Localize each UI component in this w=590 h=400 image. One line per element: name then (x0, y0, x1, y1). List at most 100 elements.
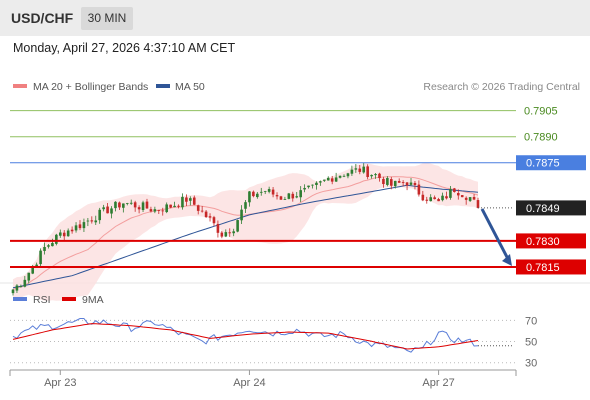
candle-body (259, 191, 263, 193)
candle-body (173, 205, 176, 208)
ma50-legend-label: MA 50 (175, 81, 205, 93)
target-level-label: 0.7905 (524, 106, 558, 118)
candle-body (275, 195, 279, 197)
rsi-line (12, 318, 479, 353)
candle-body (354, 168, 358, 170)
candle-body (27, 272, 31, 281)
candle-body (232, 231, 235, 234)
candle-body (393, 180, 397, 187)
candle-body (74, 225, 78, 231)
candle-body (228, 232, 232, 234)
rsi-legend-label: RSI (33, 294, 51, 306)
rsi-tick-label: 30 (525, 358, 537, 370)
forecast-arrow-shaft (480, 208, 511, 262)
bollinger-band (13, 162, 478, 301)
candle-body (165, 204, 168, 213)
candle-body (382, 178, 385, 185)
candle-body (196, 205, 200, 211)
candle-body (98, 209, 101, 221)
candle-body (315, 182, 318, 185)
rsi-plot-area: 70 50 30 (10, 315, 537, 370)
candle-body (161, 210, 165, 212)
candle-body (114, 201, 117, 209)
last-price-label: 0.7849 (526, 203, 560, 215)
candle-body (350, 169, 354, 174)
candle-body (244, 202, 247, 209)
ma20-line (12, 176, 479, 291)
candle-body (106, 206, 109, 214)
candle-body (291, 193, 295, 199)
candle-body (43, 247, 46, 251)
candle-body (39, 250, 42, 265)
candle-body (216, 224, 220, 233)
candle-body (299, 190, 302, 198)
candle-body (409, 182, 413, 185)
candle-body (456, 192, 460, 196)
resistance-level-tag (516, 155, 586, 171)
candle-body (338, 175, 342, 178)
candle-body (185, 197, 188, 202)
candle-body (62, 232, 66, 237)
candle-body (55, 234, 58, 244)
candle-body (326, 177, 330, 181)
candle-body (330, 178, 334, 182)
candle-body (181, 196, 184, 208)
candle-body (236, 220, 239, 232)
candle-body (256, 193, 259, 198)
candle-body (153, 209, 157, 212)
candle-body (417, 184, 421, 195)
candle-body (141, 202, 145, 210)
x-tick-label: Apr 24 (233, 377, 265, 389)
candle-body (342, 175, 346, 177)
candle-body (133, 202, 137, 208)
candle-body (35, 264, 38, 267)
ma9-legend-label: 9MA (82, 294, 104, 306)
candle-body (86, 220, 90, 222)
candle-body (149, 209, 153, 212)
candle-body (358, 168, 362, 172)
candle-body (468, 197, 472, 201)
candle-body (295, 196, 299, 198)
candle-body (78, 224, 82, 229)
candle-body (82, 222, 86, 229)
candle-body (453, 188, 456, 192)
candle-body (11, 289, 15, 294)
forecast-arrow-head (502, 253, 512, 266)
candle-body (374, 174, 377, 176)
candle-body (129, 202, 133, 204)
candle-body (177, 205, 180, 207)
timeframe-button[interactable]: 30 MIN (81, 7, 133, 30)
candle-body (319, 181, 322, 183)
ma20-legend-swatch (13, 84, 27, 88)
candle-body (311, 184, 314, 186)
candle-body (362, 166, 366, 173)
candle-body (125, 203, 129, 204)
candle-body (460, 195, 464, 198)
candle-body (271, 189, 275, 195)
ma9-legend-swatch (62, 297, 76, 301)
rsi-legend-swatch (13, 297, 27, 301)
support-level-label: 0.7815 (526, 262, 560, 274)
last-price-tag (516, 200, 586, 216)
candle-body (47, 245, 50, 247)
candle-body (220, 232, 224, 237)
candle-body (15, 285, 19, 291)
candle-body (137, 207, 141, 210)
support-level-tag (516, 233, 586, 249)
candle-body (66, 230, 70, 237)
candle-body (110, 208, 113, 214)
x-tick-label: Apr 27 (422, 377, 454, 389)
candle-body (390, 179, 393, 186)
candle-body (413, 182, 417, 186)
rsi-tick-label: 50 (525, 337, 537, 349)
candle-body (252, 191, 255, 197)
candle-body (94, 220, 98, 223)
candle-body (102, 207, 105, 210)
resistance-level-label: 0.7875 (526, 158, 560, 170)
candle-body (464, 197, 468, 200)
main-plot-area (11, 162, 480, 301)
candle-body (425, 199, 429, 201)
copyright-text: Research © 2026 Trading Central (423, 81, 580, 93)
candle-body (307, 185, 310, 188)
